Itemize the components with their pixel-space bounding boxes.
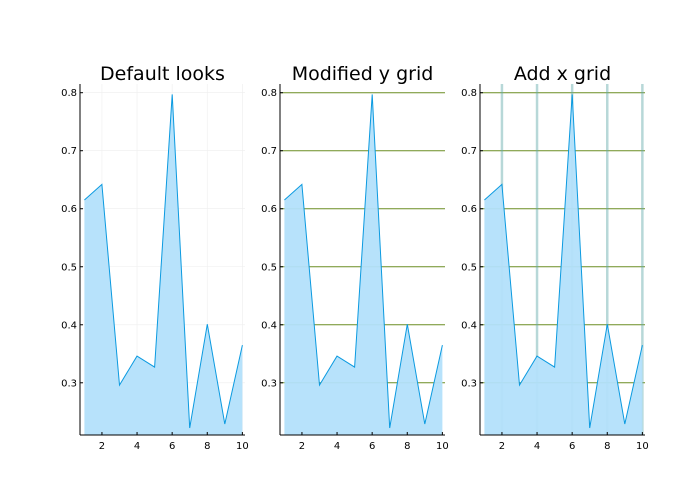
y-tick-label: 0.6 <box>61 204 77 215</box>
y-tick-label: 0.4 <box>61 320 77 331</box>
x-tick-label: 8 <box>404 441 410 452</box>
x-tick-label: 6 <box>369 441 375 452</box>
chart-panel-2: 0.3 0.4 0.5 0.6 0.7 0.8 2 4 6 8 10 Modified y grid <box>261 63 449 452</box>
x-tick-label: 10 <box>436 441 449 452</box>
x-tick-label: 10 <box>236 441 249 452</box>
y-tick-label: 0.8 <box>461 88 477 99</box>
chart-title: Modified y grid <box>292 63 434 85</box>
y-tick-label: 0.8 <box>261 88 277 99</box>
y-tick-label: 0.5 <box>61 262 77 273</box>
x-tick-label: 4 <box>134 441 140 452</box>
y-tick-label: 0.8 <box>61 88 77 99</box>
y-tick-label: 0.3 <box>261 378 277 389</box>
y-tick-label: 0.4 <box>261 320 277 331</box>
y-tick-label: 0.6 <box>461 204 477 215</box>
y-tick-label: 0.7 <box>461 146 477 157</box>
x-tick-label: 10 <box>636 441 649 452</box>
x-tick-label: 6 <box>569 441 575 452</box>
y-tick-label: 0.5 <box>261 262 277 273</box>
x-tick-label: 2 <box>99 441 105 452</box>
y-tick-label: 0.7 <box>61 146 77 157</box>
x-tick-label: 2 <box>499 441 505 452</box>
area-fill <box>84 94 243 436</box>
y-tick-label: 0.6 <box>261 204 277 215</box>
y-tick-label: 0.4 <box>461 320 477 331</box>
y-tick-label: 0.3 <box>61 378 77 389</box>
y-tick-label: 0.7 <box>261 146 277 157</box>
x-tick-label: 4 <box>334 441 340 452</box>
y-tick-label: 0.3 <box>461 378 477 389</box>
chart-title: Default looks <box>100 63 225 85</box>
chart-panel-1: 0.3 0.4 0.5 0.6 0.7 0.8 2 4 6 8 10 Default looks <box>61 63 249 452</box>
x-tick-label: 2 <box>299 441 305 452</box>
y-tick-label: 0.5 <box>461 262 477 273</box>
area-fill <box>484 94 643 436</box>
series-line <box>284 94 443 429</box>
series-line <box>484 94 643 429</box>
x-tick-label: 8 <box>604 441 610 452</box>
series-line <box>84 94 243 429</box>
chart-title: Add x grid <box>514 63 611 85</box>
x-tick-label: 6 <box>169 441 175 452</box>
x-tick-label: 4 <box>534 441 540 452</box>
chart-panel-3: 0.3 0.4 0.5 0.6 0.7 0.8 2 4 6 8 10 Add x grid <box>461 63 649 452</box>
area-fill <box>284 94 443 436</box>
x-tick-label: 8 <box>204 441 210 452</box>
